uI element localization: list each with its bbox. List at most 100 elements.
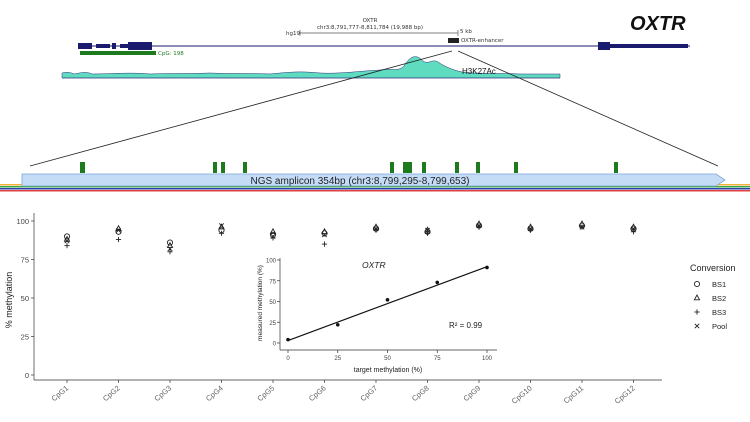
main-x-tick-label: CpG3 bbox=[152, 384, 173, 403]
point-pool-shape bbox=[167, 246, 173, 252]
legend-key-bs2-shape bbox=[693, 294, 701, 301]
inset-point bbox=[435, 280, 440, 285]
point-bs1 bbox=[63, 233, 71, 240]
assembly-label: hg19 bbox=[286, 31, 300, 37]
h3k27ac-signal bbox=[61, 56, 561, 79]
point-pool-shape bbox=[115, 227, 122, 233]
genome-track: OXTR OXTR chr3:8,791,777-8,811,784 (19,9… bbox=[0, 13, 750, 192]
legend-key-bs1-shape bbox=[693, 280, 701, 288]
cpg-site-mark bbox=[243, 162, 247, 173]
main-y-tick-label: 25 bbox=[21, 333, 29, 342]
main-y-tick-label: 50 bbox=[21, 294, 29, 303]
point-pool bbox=[579, 224, 585, 230]
point-bs3 bbox=[115, 236, 122, 243]
zoom-line-left bbox=[29, 50, 453, 167]
gene-exon bbox=[598, 42, 610, 50]
point-pool bbox=[476, 223, 482, 229]
legend-key-pool-shape bbox=[694, 323, 700, 329]
point-bs2-shape bbox=[321, 227, 328, 235]
point-bs2-shape bbox=[269, 227, 277, 235]
enhancer-block bbox=[448, 38, 459, 43]
inset-background bbox=[253, 250, 504, 378]
point-bs3 bbox=[630, 229, 637, 235]
inset-y-tick-label: 75 bbox=[269, 279, 276, 285]
cpg-island bbox=[80, 51, 156, 55]
gene-exon bbox=[78, 43, 92, 49]
legend-key-bs1 bbox=[693, 280, 701, 288]
inset-x-tick-label: 0 bbox=[286, 356, 290, 362]
cpg-site-mark bbox=[476, 162, 480, 173]
main-y-ticks: 0 25 50 75 100 bbox=[16, 217, 34, 380]
point-bs2 bbox=[269, 227, 277, 235]
inset-y-tick-label: 50 bbox=[269, 300, 276, 306]
inset-point bbox=[335, 322, 340, 327]
main-y-tick-label: 0 bbox=[25, 371, 29, 380]
gene-exon bbox=[120, 44, 128, 48]
inset-y-tick-label: 25 bbox=[269, 321, 276, 327]
main-x-tick-label: CpG12 bbox=[613, 384, 637, 406]
point-bs1-shape bbox=[166, 239, 174, 246]
point-bs2 bbox=[321, 227, 328, 235]
main-x-tick-label: CpG4 bbox=[204, 384, 225, 403]
point-pool bbox=[630, 226, 637, 232]
inset-data-points bbox=[286, 265, 489, 342]
point-pool-shape bbox=[373, 226, 379, 232]
inset-x-tick-label: 50 bbox=[384, 356, 391, 362]
point-bs1 bbox=[166, 239, 174, 246]
main-x-tick-label: CpG5 bbox=[255, 384, 276, 403]
inset-point bbox=[385, 298, 390, 302]
legend-label-pool: Pool bbox=[712, 322, 727, 331]
legend-key-bs2 bbox=[693, 294, 701, 301]
gene-exon bbox=[112, 43, 116, 49]
main-y-label: % methylation bbox=[4, 272, 14, 329]
gene-exon bbox=[128, 42, 152, 50]
amplicon-label: NGS amplicon 354bp (chr3:8,799,295-8,799… bbox=[250, 176, 469, 187]
legend-items: BS1 BS2 BS3 Pool bbox=[693, 280, 727, 331]
locus-title: OXTR bbox=[363, 18, 378, 24]
main-x-tick-label: CpG10 bbox=[510, 384, 534, 406]
sequence-band bbox=[0, 188, 750, 190]
main-x-tick-label: CpG8 bbox=[410, 384, 431, 403]
scale-label: 5 kb bbox=[460, 29, 472, 35]
point-bs1-shape bbox=[63, 233, 71, 240]
inset-x-tick-label: 75 bbox=[434, 356, 441, 362]
inset-fit-line bbox=[287, 266, 488, 342]
sequence-band bbox=[0, 186, 750, 188]
inset-x-tick-label: 25 bbox=[334, 356, 341, 362]
cpg-site-mark bbox=[455, 162, 459, 173]
gene-name: OXTR bbox=[630, 13, 686, 35]
main-x-tick-label: CpG1 bbox=[49, 384, 70, 403]
amplicon-cpg-sites bbox=[80, 162, 618, 173]
point-pool-shape bbox=[579, 224, 585, 230]
cpg-site-mark bbox=[422, 162, 426, 173]
enhancer-label: OXTR-enhancer bbox=[461, 38, 504, 44]
inset-point bbox=[286, 337, 290, 342]
point-pool bbox=[270, 233, 276, 239]
legend-label-bs2: BS2 bbox=[712, 294, 726, 303]
main-y-tick-label: 100 bbox=[16, 217, 29, 226]
cpg-site-mark bbox=[221, 162, 225, 173]
point-pool bbox=[321, 232, 328, 238]
main-x-tick-label: CpG6 bbox=[307, 384, 328, 403]
gene-exon bbox=[96, 44, 110, 48]
point-pool bbox=[527, 226, 534, 232]
inset-point bbox=[485, 265, 489, 270]
inset-x-ticks: 0 25 50 75 100 bbox=[286, 350, 493, 362]
point-bs2 bbox=[218, 223, 225, 230]
inset-y-tick-label: 0 bbox=[273, 342, 277, 348]
inset-x-label: target methylation (%) bbox=[354, 367, 422, 374]
point-pool-shape bbox=[321, 232, 328, 238]
point-pool bbox=[167, 246, 173, 252]
main-x-ticks: CpG1 CpG2 CpG3 CpG4 CpG5 CpG6 CpG7 CpG8 CpG9 CpG1… bbox=[49, 380, 637, 406]
gene-exon bbox=[610, 44, 688, 48]
sequence-band bbox=[0, 190, 750, 192]
point-bs3 bbox=[167, 249, 173, 255]
cpg-site-mark bbox=[213, 162, 217, 173]
cpg-site-mark bbox=[514, 162, 518, 173]
point-bs3 bbox=[321, 241, 328, 247]
point-pool-shape bbox=[424, 227, 431, 233]
point-pool bbox=[218, 223, 225, 229]
legend-key-bs3 bbox=[694, 309, 700, 315]
point-pool-shape bbox=[64, 238, 70, 244]
point-pool bbox=[373, 226, 379, 232]
